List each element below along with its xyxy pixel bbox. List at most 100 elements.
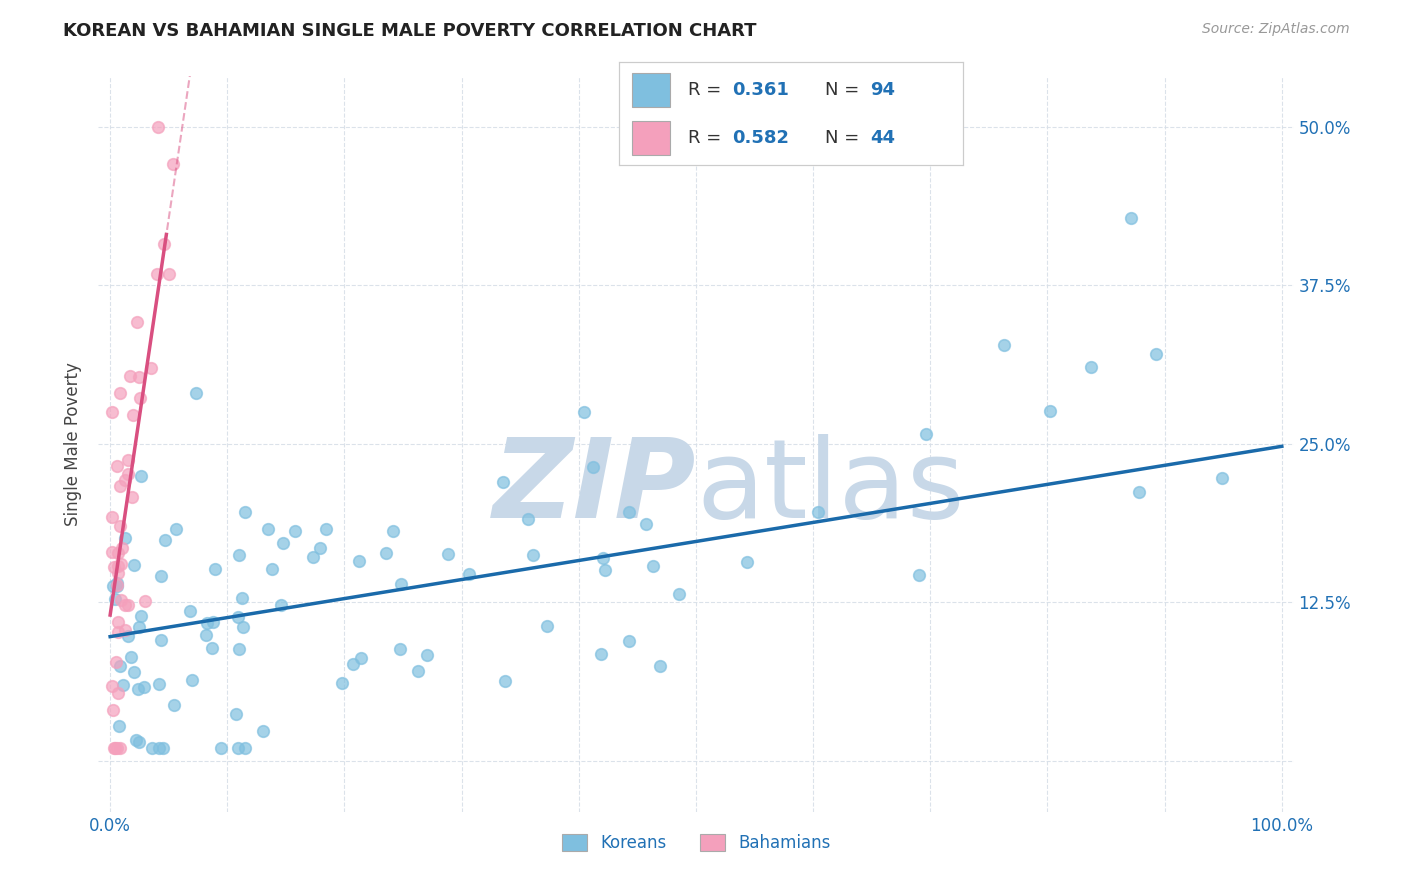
Point <box>132 680 155 694</box>
Point <box>180 673 202 687</box>
Point <box>110 592 132 607</box>
Point <box>110 558 132 572</box>
FancyBboxPatch shape <box>633 73 671 106</box>
Point <box>145 267 167 281</box>
Point <box>101 405 124 419</box>
Text: atlas: atlas <box>696 434 965 541</box>
Point <box>233 505 256 519</box>
Point <box>128 370 150 384</box>
Legend: Koreans, Bahamians: Koreans, Bahamians <box>555 827 837 859</box>
Point <box>907 568 929 582</box>
Point <box>494 674 516 689</box>
Point <box>129 608 152 623</box>
Point <box>114 473 136 487</box>
Point <box>195 627 218 641</box>
Point <box>125 733 148 747</box>
Point <box>100 544 122 558</box>
Point <box>228 642 250 657</box>
Point <box>536 619 558 633</box>
Point <box>122 665 145 679</box>
Point <box>381 524 404 539</box>
Point <box>141 741 163 756</box>
Point <box>572 405 595 419</box>
Point <box>1128 484 1150 499</box>
Point <box>152 741 174 756</box>
Point <box>108 658 131 673</box>
Point <box>457 566 479 581</box>
Point <box>120 368 142 383</box>
Point <box>101 679 124 693</box>
Point <box>117 453 139 467</box>
Point <box>120 649 142 664</box>
Point <box>350 650 373 665</box>
Text: ZIP: ZIP <box>492 434 696 541</box>
Point <box>107 625 129 640</box>
Point <box>117 598 139 612</box>
Point <box>993 338 1015 352</box>
Point <box>128 734 150 748</box>
Point <box>179 604 201 618</box>
Point <box>284 524 307 539</box>
Point <box>146 120 169 134</box>
Point <box>112 678 135 692</box>
Point <box>114 599 136 613</box>
Point <box>436 547 458 561</box>
Point <box>107 558 129 573</box>
Point <box>103 703 125 717</box>
Point <box>117 629 139 643</box>
Point <box>302 549 325 564</box>
Point <box>389 576 412 591</box>
Point <box>110 741 132 756</box>
Point <box>228 741 250 756</box>
Point <box>231 591 253 606</box>
Point <box>104 741 127 756</box>
Point <box>103 741 125 756</box>
Point <box>108 386 131 401</box>
Point <box>101 509 124 524</box>
Point <box>184 386 207 401</box>
Text: 94: 94 <box>870 80 896 99</box>
Point <box>204 562 226 576</box>
Point <box>389 641 412 656</box>
Point <box>226 609 249 624</box>
Point <box>105 576 128 591</box>
Text: N =: N = <box>825 128 865 147</box>
Point <box>492 475 515 490</box>
Text: R =: R = <box>688 128 727 147</box>
Point <box>1144 347 1167 361</box>
Point <box>233 741 256 756</box>
Point <box>342 657 364 672</box>
Point <box>807 505 830 519</box>
Point <box>225 706 247 721</box>
Point <box>134 594 156 608</box>
Point <box>163 698 186 713</box>
Point <box>1119 211 1142 226</box>
Point <box>201 640 224 655</box>
Point <box>406 665 429 679</box>
Point <box>375 546 398 560</box>
Point <box>157 267 180 281</box>
Point <box>617 505 640 519</box>
Point <box>592 550 614 565</box>
Point <box>202 615 225 629</box>
Point <box>107 686 129 700</box>
Point <box>1039 403 1062 417</box>
Text: 44: 44 <box>870 128 896 147</box>
Point <box>153 236 176 251</box>
Point <box>332 676 354 690</box>
Point <box>103 560 125 574</box>
Point <box>155 533 177 547</box>
Point <box>121 409 143 423</box>
Point <box>107 566 129 580</box>
Point <box>634 516 657 531</box>
Point <box>517 512 540 526</box>
Point <box>131 468 153 483</box>
Point <box>650 658 672 673</box>
Point <box>262 562 284 576</box>
Point <box>127 681 149 696</box>
Point <box>582 460 605 475</box>
Point <box>591 648 613 662</box>
Point <box>105 741 128 756</box>
FancyBboxPatch shape <box>633 121 671 155</box>
Text: 0.361: 0.361 <box>733 80 789 99</box>
